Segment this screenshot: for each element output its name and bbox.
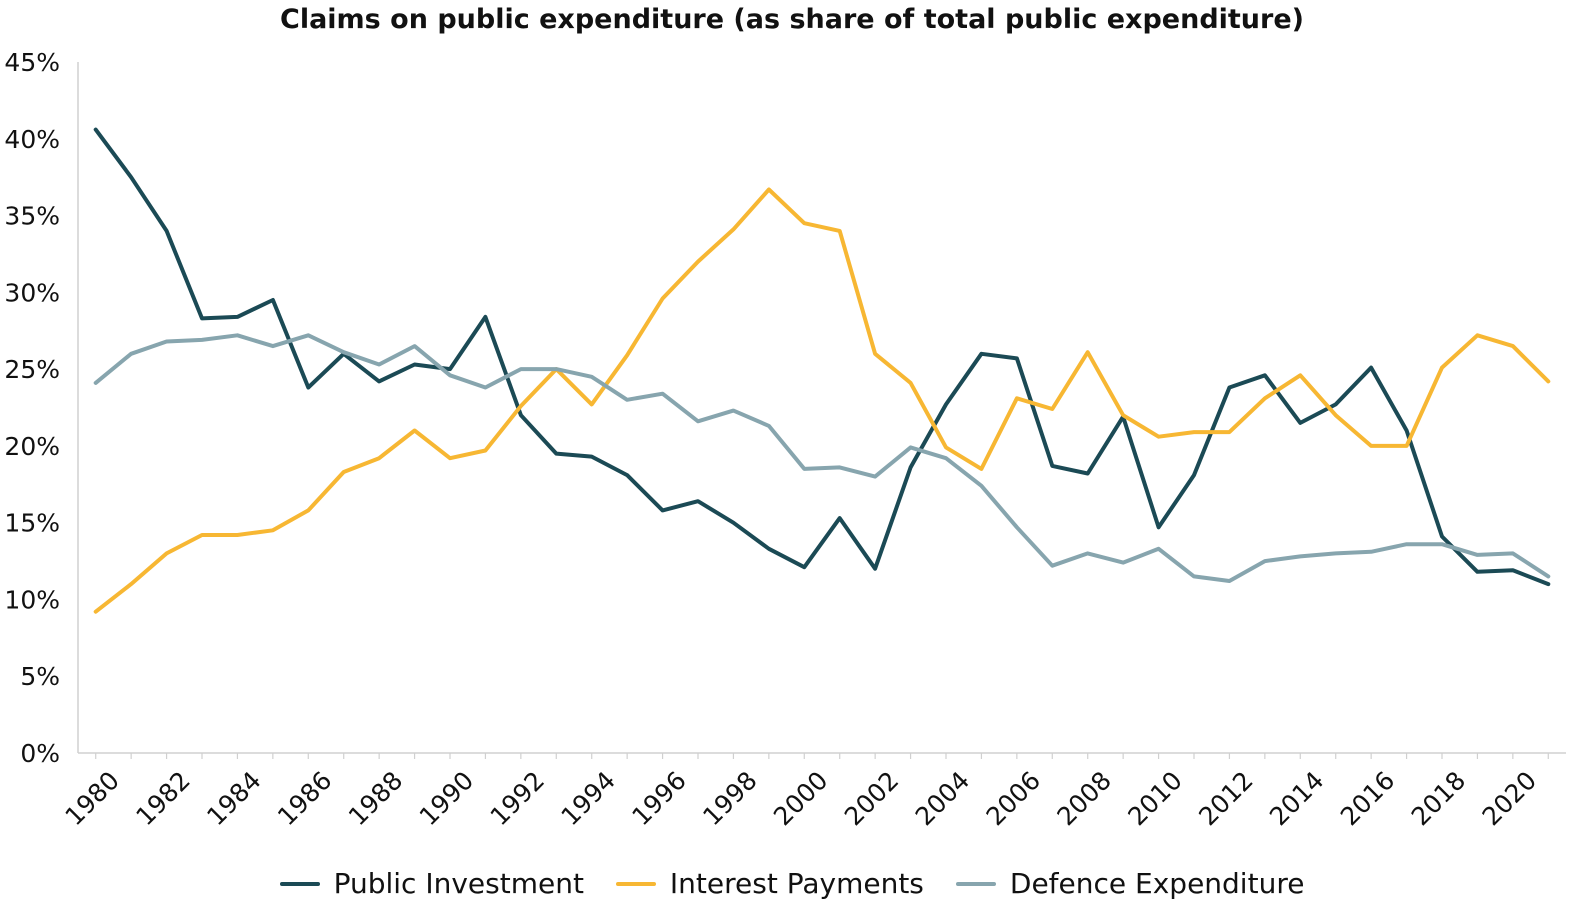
x-tick-label: 1982	[130, 766, 195, 831]
legend-label: Public Investment	[333, 867, 584, 900]
x-tick-label: 1998	[697, 766, 762, 831]
x-tick-label: 1988	[343, 766, 408, 831]
legend-label: Defence Expenditure	[1009, 867, 1305, 900]
y-tick-label: 15%	[4, 509, 60, 538]
x-tick-label: 1996	[626, 766, 691, 831]
legend-swatch	[279, 881, 320, 886]
x-tick-label: 2020	[1477, 766, 1542, 831]
y-tick-label: 20%	[4, 432, 60, 461]
legend-item: Public Investment	[279, 867, 584, 900]
series-lines	[93, 127, 1551, 614]
x-tick-label: 1986	[272, 766, 337, 831]
x-axis: 1980 1982 1984 1986 1988 1990 1992 1994 1996 1998…	[59, 752, 1566, 831]
y-tick-label: 10%	[4, 585, 60, 614]
x-tick-label: 2014	[1264, 766, 1329, 831]
y-tick-label: 40%	[4, 125, 60, 154]
legend-item: Interest Payments	[615, 867, 924, 900]
series-line-defence-expenditure	[93, 333, 1551, 583]
x-tick-label: 2000	[768, 766, 833, 831]
legend-item: Defence Expenditure	[955, 867, 1305, 900]
y-tick-label: 35%	[4, 202, 60, 231]
chart-title: Claims on public expenditure (as share o…	[280, 4, 1304, 35]
y-axis: 0% 5% 10% 15% 20% 25% 30% 35% 40% 45%	[4, 48, 79, 768]
x-tick-label: 2018	[1406, 766, 1471, 831]
legend-label: Interest Payments	[669, 867, 924, 900]
x-tick-label: 2010	[1122, 766, 1187, 831]
y-tick-label: 30%	[4, 278, 60, 307]
legend-swatch	[615, 881, 656, 886]
x-tick-label: 1990	[414, 766, 479, 831]
legend-swatch	[955, 881, 996, 886]
x-tick-label: 1992	[485, 766, 550, 831]
x-tick-label: 1984	[201, 766, 266, 831]
y-tick-label: 45%	[4, 48, 60, 77]
x-tick-label: 2006	[981, 766, 1046, 831]
y-tick-label: 25%	[4, 355, 60, 384]
y-tick-label: 5%	[20, 662, 60, 691]
x-tick-label: 1980	[59, 766, 124, 831]
x-tick-label: 2002	[839, 766, 904, 831]
series-line-public-investment	[93, 127, 1551, 587]
x-tick-label: 2016	[1335, 766, 1400, 831]
x-tick-label: 2008	[1051, 766, 1116, 831]
series-line-interest-payments	[93, 187, 1551, 614]
x-tick-label: 2012	[1193, 766, 1258, 831]
legend: Public Investment Interest Payments Defenc…	[0, 867, 1584, 900]
x-tick-label: 1994	[555, 766, 620, 831]
x-tick-label: 2004	[910, 766, 975, 831]
y-tick-label: 0%	[20, 739, 60, 768]
